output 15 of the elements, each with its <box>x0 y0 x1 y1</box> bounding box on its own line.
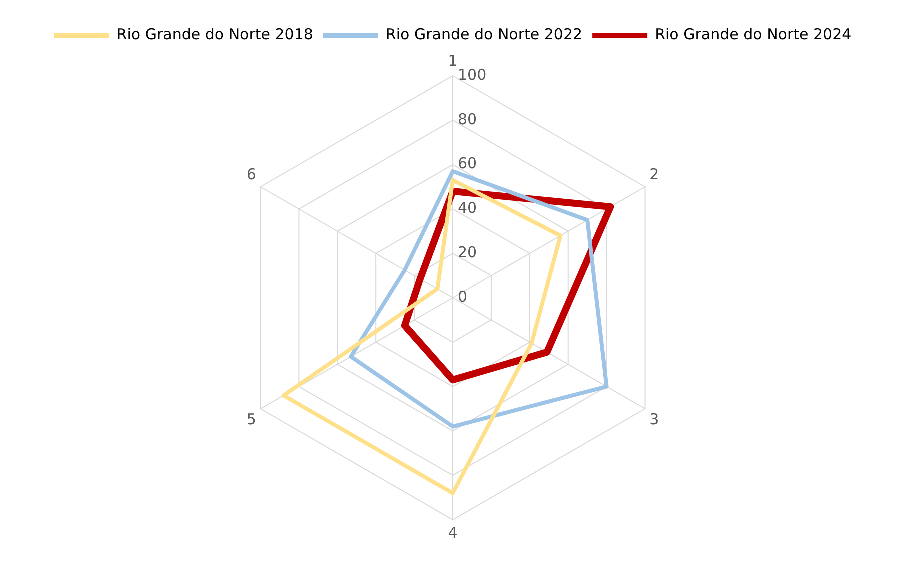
y-tick-label: 40 <box>458 199 478 218</box>
y-tick-label: 0 <box>458 288 468 306</box>
spoke-label: 6 <box>246 165 256 184</box>
y-tick-label: 20 <box>458 243 478 262</box>
y-tick-label: 80 <box>458 110 478 128</box>
y-tick-label: 100 <box>458 66 487 84</box>
spoke-label: 1 <box>448 52 458 70</box>
spoke-label: 5 <box>246 410 256 428</box>
spoke-label: 3 <box>650 410 660 428</box>
spoke-label: 4 <box>448 524 458 542</box>
legend-label: Rio Grande do Norte 2024 <box>655 25 852 44</box>
y-tick-label: 60 <box>458 154 478 173</box>
spoke-label: 2 <box>650 165 660 184</box>
legend-label: Rio Grande do Norte 2018 <box>116 25 314 44</box>
legend-label: Rio Grande do Norte 2022 <box>386 25 583 44</box>
